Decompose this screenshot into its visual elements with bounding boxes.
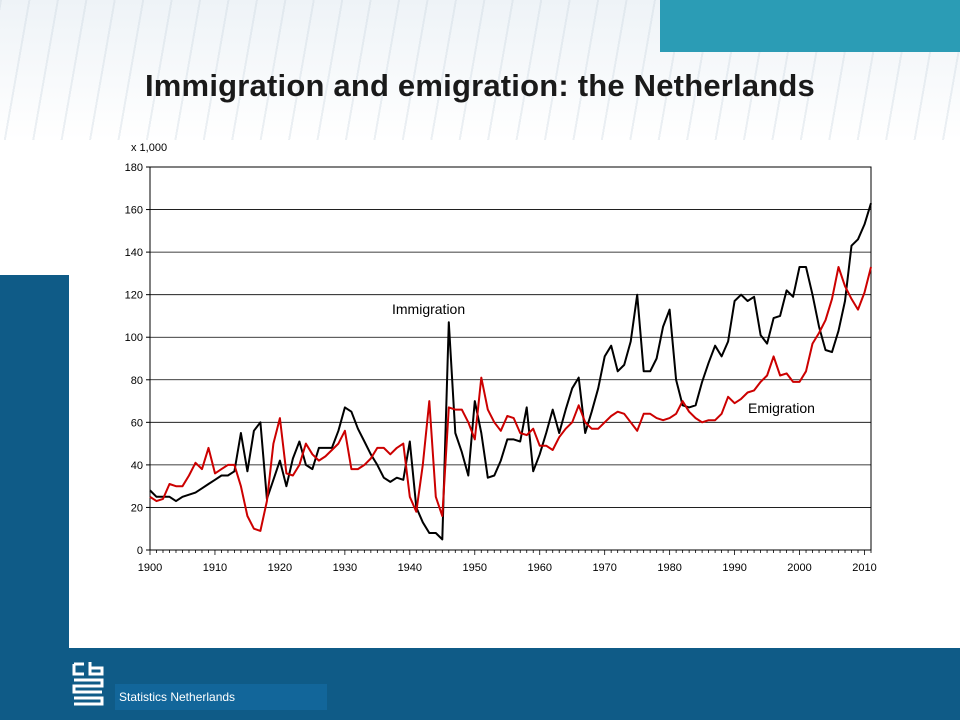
x-tick-label: 2000	[787, 562, 811, 574]
cbs-logo-icon	[72, 662, 104, 706]
y-tick-label: 100	[125, 332, 143, 344]
x-tick-label: 1950	[463, 562, 487, 574]
x-tick-label: 1990	[722, 562, 746, 574]
y-tick-label: 60	[131, 417, 143, 429]
x-tick-label: 2010	[852, 562, 876, 574]
y-tick-label: 20	[131, 502, 143, 514]
series-emigration-line	[149, 266, 872, 532]
x-tick-label: 1940	[398, 562, 422, 574]
y-tick-label: 40	[131, 460, 143, 472]
annotation-emigration: Emigration	[748, 400, 815, 416]
plot-area	[149, 166, 872, 551]
y-tick-label: 0	[137, 545, 143, 557]
x-tick-label: 1930	[333, 562, 357, 574]
y-tick-label: 180	[125, 162, 143, 174]
y-axis-unit-label: x 1,000	[131, 142, 167, 154]
x-tick-label: 1910	[203, 562, 227, 574]
accent-block	[660, 0, 960, 52]
footer-org-name: Statistics Netherlands	[115, 684, 327, 710]
x-tick-label: 1970	[592, 562, 616, 574]
x-tick-label: 1900	[138, 562, 162, 574]
slide-title: Immigration and emigration: the Netherla…	[144, 68, 815, 103]
y-tick-label: 160	[125, 205, 143, 217]
annotation-immigration: Immigration	[392, 301, 465, 317]
x-tick-label: 1960	[527, 562, 551, 574]
y-tick-label: 80	[131, 375, 143, 387]
series-immigration-line	[149, 202, 872, 541]
left-side-bar	[0, 275, 69, 720]
y-tick-label: 140	[125, 247, 143, 259]
y-tick-label: 120	[125, 290, 143, 302]
x-tick-label: 1920	[268, 562, 292, 574]
x-tick-label: 1980	[657, 562, 681, 574]
